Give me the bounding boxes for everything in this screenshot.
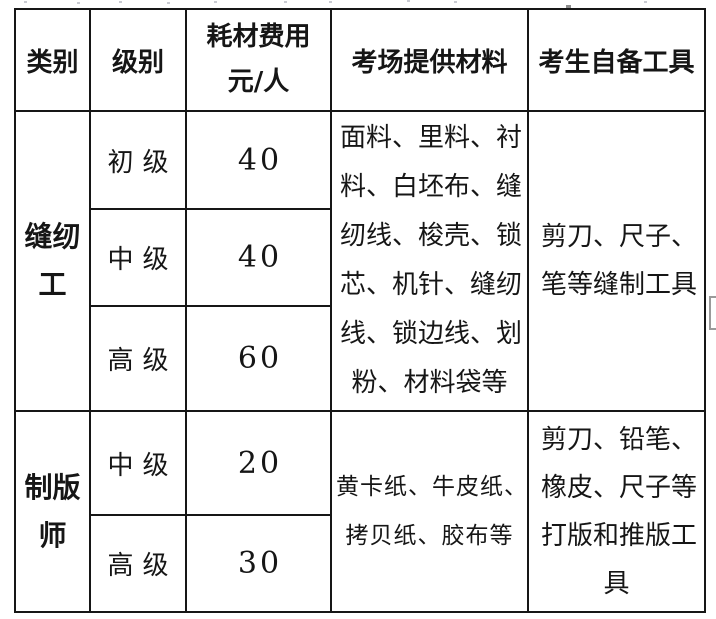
- fee-cell: 40: [185, 110, 332, 210]
- header-cell-level: 级别: [89, 8, 187, 112]
- level-cell: 高级: [89, 305, 187, 412]
- fee-header-line1: 耗材费用: [206, 22, 311, 52]
- level-cell: 中级: [89, 410, 187, 516]
- header-cell-materials: 考场提供材料: [330, 8, 529, 112]
- category-cell-sewing-worker: 缝纫 工: [14, 110, 91, 412]
- fee-cell: 40: [185, 208, 332, 307]
- table-row: 中级 40: [15, 208, 705, 307]
- table-row: 高级 30: [15, 514, 705, 613]
- header-cell-category: 类别: [14, 8, 91, 112]
- tools-cell-sewing: 剪刀、尺子、 笔等缝制工具: [527, 110, 706, 412]
- table-row: 高级 60: [15, 305, 705, 412]
- category-cell-pattern-maker: 制版 师: [14, 410, 91, 613]
- header-cell-tools: 考生自备工具: [527, 8, 706, 112]
- fee-cell: 20: [185, 410, 332, 516]
- table-header-row: 类别 级别 耗材费用 元/人 考场提供材料 考生自备工具: [14, 8, 706, 112]
- materials-cell-sewing: 面料、里料、衬 料、白坯布、缝 纫线、梭壳、锁 芯、机针、缝纫 线、锁边线、划 …: [330, 110, 529, 412]
- fee-cell: 30: [185, 514, 332, 613]
- materials-cell-patternmaking: 黄卡纸、牛皮纸、 拷贝纸、胶布等: [330, 410, 529, 613]
- header-cell-fee: 耗材费用 元/人: [185, 8, 332, 112]
- fee-cell: 60: [185, 305, 332, 412]
- exam-fee-materials-table: 类别 级别 耗材费用 元/人 考场提供材料 考生自备工具 缝纫 工 初级 40 …: [14, 8, 706, 613]
- tools-cell-patternmaking: 剪刀、铅笔、 橡皮、尺子等 打版和推版工 具: [527, 410, 706, 613]
- level-cell: 初级: [89, 110, 187, 210]
- level-cell: 高级: [89, 514, 187, 613]
- fee-header-line2: 元/人: [227, 67, 290, 97]
- right-edge-bracket-artifact: [709, 296, 716, 330]
- table-row: 缝纫 工 初级 40 面料、里料、衬 料、白坯布、缝 纫线、梭壳、锁 芯、机针、…: [14, 110, 706, 412]
- level-cell: 中级: [89, 208, 187, 307]
- table-row: 制版 师 中级 20 黄卡纸、牛皮纸、 拷贝纸、胶布等 剪刀、铅笔、 橡皮、尺子…: [14, 410, 706, 613]
